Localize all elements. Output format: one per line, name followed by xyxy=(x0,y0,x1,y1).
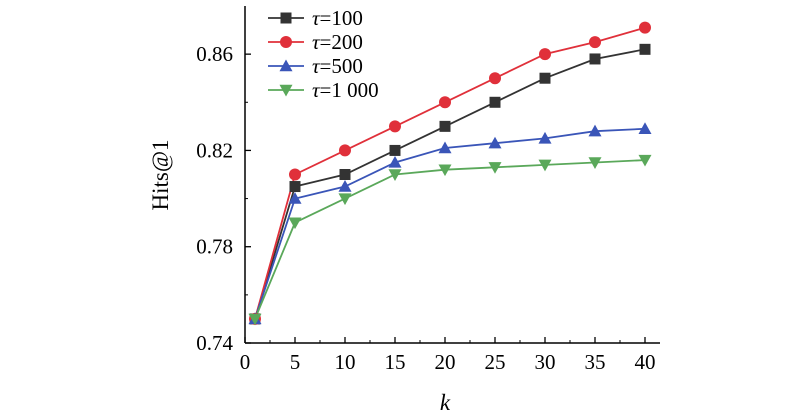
legend-label-1-value: =100 xyxy=(320,6,363,30)
legend-label-3-symbol: τ xyxy=(312,54,321,78)
series-1-point-2 xyxy=(289,181,301,193)
x-tick-label-35: 35 xyxy=(585,350,606,374)
x-tick-label-10: 10 xyxy=(335,350,356,374)
series-4-point-5 xyxy=(438,164,452,177)
series-4-point-6 xyxy=(488,162,502,174)
series-1-point-9 xyxy=(639,43,651,55)
legend-label-4: τ=1 000 xyxy=(312,78,379,102)
series-2-point-7 xyxy=(539,48,551,61)
series-4-point-8 xyxy=(588,157,602,169)
x-tick-label-25: 25 xyxy=(485,350,506,374)
legend-marker-2 xyxy=(280,36,292,48)
legend-label-2-symbol: τ xyxy=(312,30,321,54)
y-tick-label-0.78: 0.78 xyxy=(196,235,233,259)
series-3-point-7 xyxy=(538,131,552,144)
legend-label-1-symbol: τ xyxy=(312,6,321,30)
x-tick-label-0: 0 xyxy=(240,350,251,374)
series-3-point-5 xyxy=(438,141,452,154)
series-3-point-6 xyxy=(488,136,502,149)
x-tick-label-5: 5 xyxy=(290,350,301,374)
y-tick-label-0.82: 0.82 xyxy=(196,138,233,162)
y-tick-label-0.74: 0.74 xyxy=(196,331,233,355)
series-1-point-6 xyxy=(489,96,501,108)
legend-label-2: τ=200 xyxy=(312,30,363,54)
plot-area xyxy=(248,21,652,326)
series-3-point-4 xyxy=(388,155,402,168)
series-line-3 xyxy=(254,127,646,320)
x-tick-label-15: 15 xyxy=(385,350,406,374)
series-3-point-9 xyxy=(638,122,652,134)
x-axis-title: k xyxy=(440,390,451,415)
x-tick-label-40: 40 xyxy=(635,350,656,374)
series-4-point-4 xyxy=(388,169,402,181)
series-2-point-9 xyxy=(639,21,651,34)
series-4-point-7 xyxy=(538,159,552,172)
series-3-point-3 xyxy=(338,180,352,192)
series-1-point-4 xyxy=(389,144,401,156)
legend-label-4-symbol: τ xyxy=(312,78,321,102)
series-1-point-5 xyxy=(439,120,451,132)
series-2-point-2 xyxy=(289,168,301,181)
series-line-4 xyxy=(254,159,646,320)
series-1-point-3 xyxy=(339,169,351,180)
series-2-point-4 xyxy=(389,120,401,133)
legend-label-3: τ=500 xyxy=(312,54,363,78)
series-3-point-8 xyxy=(588,124,602,137)
x-tick-label-20: 20 xyxy=(435,350,456,374)
x-tick-label-30: 30 xyxy=(535,350,556,374)
legend-label-4-value: =1 000 xyxy=(320,78,379,102)
y-tick-label-0.86: 0.86 xyxy=(196,42,233,66)
series-4-point-2 xyxy=(288,217,302,230)
axes: 0 5 10 15 20 25 30 35 40 0.74 0.78 0.82 0.86 k Hits@1 xyxy=(148,6,660,415)
legend-label-1: τ=100 xyxy=(312,6,363,30)
legend-label-3-value: =500 xyxy=(320,54,363,78)
legend-marker-3 xyxy=(279,59,293,72)
series-2-point-8 xyxy=(589,36,601,49)
series-4-point-9 xyxy=(638,154,652,167)
series-2-point-3 xyxy=(339,144,351,157)
series-4-point-1 xyxy=(248,313,262,326)
legend-label-2-value: =200 xyxy=(320,30,363,54)
series-3-point-2 xyxy=(288,192,302,204)
y-axis-title: Hits@1 xyxy=(148,139,173,210)
series-2-point-5 xyxy=(439,96,451,109)
series-1-point-7 xyxy=(539,72,551,84)
legend-marker-4 xyxy=(279,84,293,97)
legend-marker-1 xyxy=(280,12,292,24)
series-1-point-8 xyxy=(589,53,601,65)
series-4-point-3 xyxy=(338,193,352,206)
series-2-point-6 xyxy=(489,72,501,85)
